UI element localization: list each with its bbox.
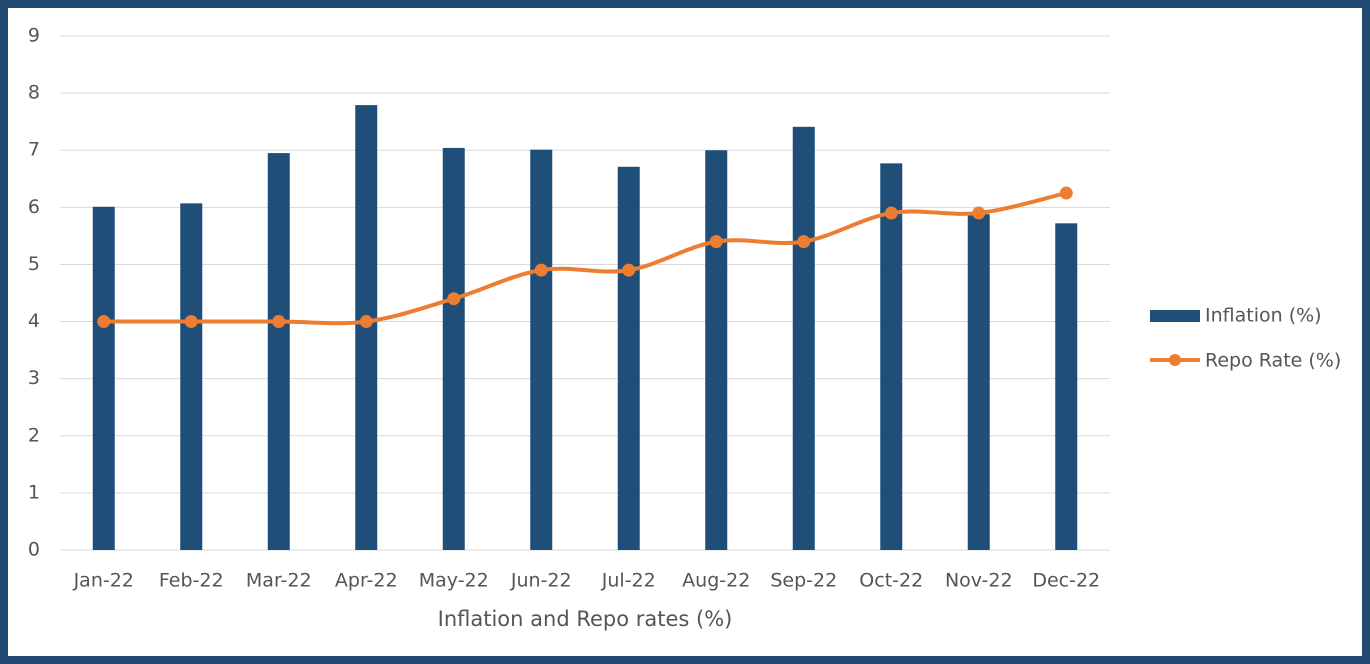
bar (705, 150, 728, 550)
chart-background (8, 8, 1362, 656)
y-tick-label: 2 (28, 424, 40, 446)
marker (447, 292, 461, 306)
y-tick-label: 5 (28, 253, 40, 275)
x-tick-label: Mar-22 (246, 570, 312, 592)
y-tick-label: 6 (28, 196, 40, 218)
x-tick-label: Jan-22 (73, 570, 134, 592)
y-tick-label: 4 (28, 310, 40, 332)
y-tick-label: 0 (28, 539, 40, 561)
marker (534, 263, 548, 277)
x-tick-label: Jul-22 (601, 570, 656, 592)
line (103, 191, 1067, 326)
x-tick-label: Aug-22 (682, 570, 750, 592)
bar (92, 206, 115, 551)
y-tick-label: 3 (28, 367, 40, 389)
x-tick-label: Nov-22 (945, 570, 1013, 592)
marker (184, 315, 198, 329)
y-tick-label: 8 (28, 82, 40, 104)
bar (617, 166, 640, 551)
x-tick-label: Dec-22 (1032, 570, 1100, 592)
marker (972, 206, 986, 220)
marker (797, 235, 811, 249)
y-tick-label: 7 (28, 139, 40, 161)
x-tick-label: May-22 (419, 570, 489, 592)
marker (709, 235, 723, 249)
legend-swatch-bar (1150, 310, 1200, 322)
y-tick-label: 1 (28, 481, 40, 503)
bar (530, 149, 553, 550)
bar (792, 126, 815, 550)
bar (1055, 223, 1078, 550)
marker (884, 206, 898, 220)
bar (967, 214, 990, 551)
marker (1059, 186, 1073, 200)
bar (442, 147, 465, 550)
x-tick-label: Apr-22 (335, 570, 398, 592)
x-tick-label: Oct-22 (859, 570, 923, 592)
x-tick-label: Jun-22 (510, 570, 572, 592)
marker (359, 315, 373, 329)
bar (267, 153, 290, 551)
legend-label: Inflation (%) (1205, 305, 1322, 327)
bar (880, 163, 903, 550)
bar (180, 203, 203, 550)
marker (622, 263, 636, 277)
y-tick-label: 9 (28, 25, 40, 47)
x-tick-label: Sep-22 (770, 570, 837, 592)
marker (272, 315, 286, 329)
marker (97, 315, 111, 329)
x-axis-title: Inflation and Repo rates (%) (438, 607, 733, 631)
x-tick-label: Feb-22 (159, 570, 224, 592)
legend-swatch-marker (1169, 354, 1181, 366)
legend-label: Repo Rate (%) (1205, 350, 1341, 372)
